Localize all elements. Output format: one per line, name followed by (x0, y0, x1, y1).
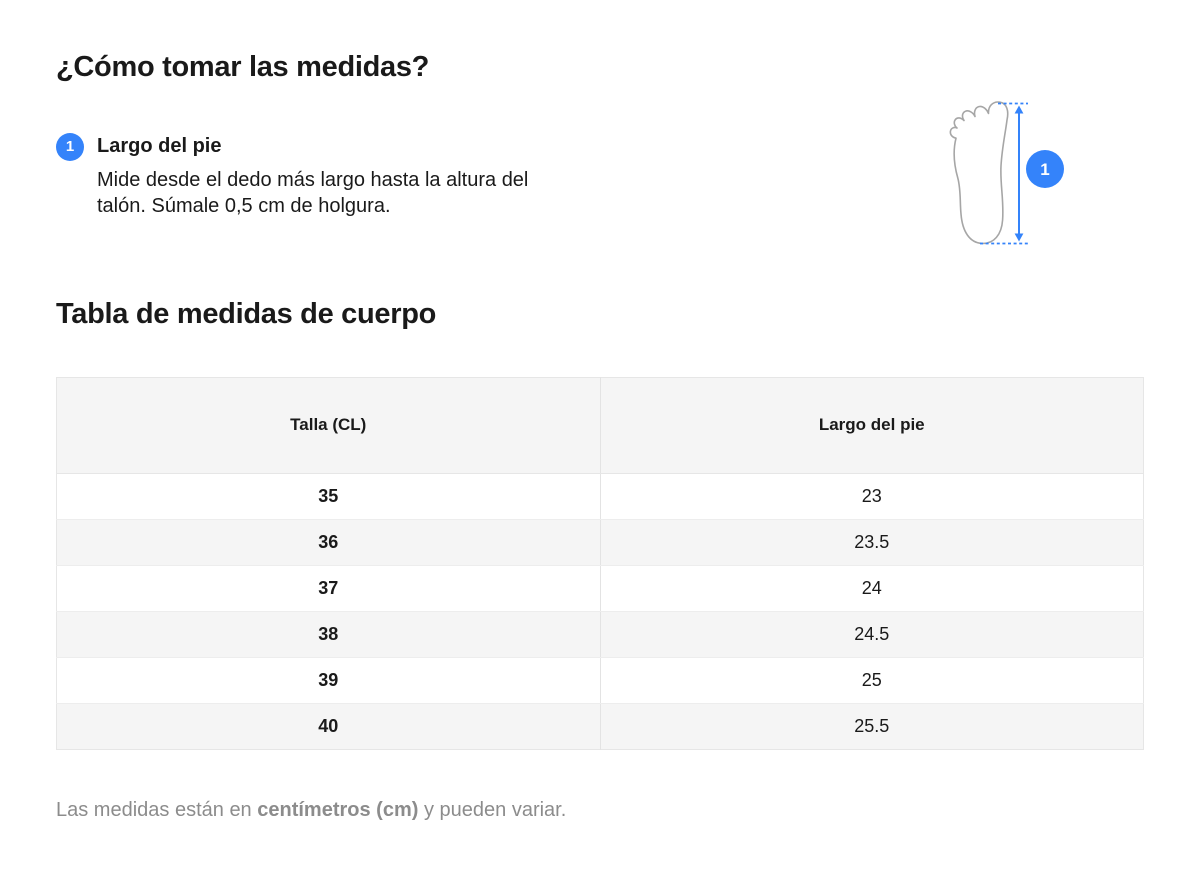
cell-talla: 40 (56, 703, 601, 750)
measure-step-1: 1 Largo del pie Mide desde el dedo más l… (56, 132, 1144, 219)
cell-largo-del-pie: 24.5 (600, 611, 1144, 658)
cell-talla: 35 (56, 473, 601, 520)
cell-largo-del-pie: 23 (600, 473, 1144, 520)
size-table-header: Talla (CL) Largo del pie (56, 377, 1144, 474)
footnote-prefix: Las medidas están en (56, 798, 258, 821)
measure-arrow-top-head (1014, 105, 1024, 114)
foot-measure-diagram: 1 (949, 101, 1064, 245)
step-title: Largo del pie (97, 134, 222, 157)
diagram-badge-circle (1026, 150, 1064, 188)
cell-talla: 36 (56, 519, 601, 566)
cell-talla: 39 (56, 657, 601, 704)
cell-largo-del-pie: 23.5 (600, 519, 1144, 566)
step-body: Largo del pie Mide desde el dedo más lar… (97, 132, 533, 219)
step-number-badge: 1 (56, 132, 84, 161)
diagram-badge-number: 1 (1040, 160, 1049, 179)
table-row: 36 23.5 (56, 519, 1144, 566)
size-table-body: 35 23 36 23.5 37 24 38 24.5 39 25 40 25.5 (56, 473, 1144, 750)
page-title: ¿Cómo tomar las medidas? (56, 51, 430, 83)
cell-talla: 37 (56, 565, 601, 612)
size-table-title: Tabla de medidas de cuerpo (56, 297, 437, 330)
table-row: 39 25 (56, 657, 1144, 704)
foot-outline-icon (949, 101, 1009, 245)
cell-largo-del-pie: 25.5 (600, 703, 1144, 750)
measure-arrow-bottom-head (1014, 233, 1024, 242)
table-row: 40 25.5 (56, 703, 1144, 750)
cell-largo-del-pie: 25 (600, 657, 1144, 704)
units-footnote: Las medidas están en centímetros (cm) y … (56, 799, 1144, 822)
cell-largo-del-pie: 24 (600, 565, 1144, 612)
size-table: Talla (CL) Largo del pie 35 23 36 23.5 37 24 3… (56, 376, 1144, 750)
table-row: 38 24.5 (56, 611, 1144, 658)
cell-talla: 38 (56, 611, 601, 658)
footnote-units: centímetros (cm) (257, 798, 419, 821)
size-guide-panel: ¿Cómo tomar las medidas? 1 Largo del pie… (56, 51, 1144, 822)
column-header-talla: Talla (CL) (56, 377, 601, 474)
step-description: Mide desde el dedo más largo hasta la al… (97, 168, 529, 217)
footnote-suffix: y pueden variar. (418, 798, 567, 821)
table-row: 35 23 (56, 473, 1144, 520)
table-row: 37 24 (56, 565, 1144, 612)
column-header-largo: Largo del pie (600, 377, 1144, 474)
